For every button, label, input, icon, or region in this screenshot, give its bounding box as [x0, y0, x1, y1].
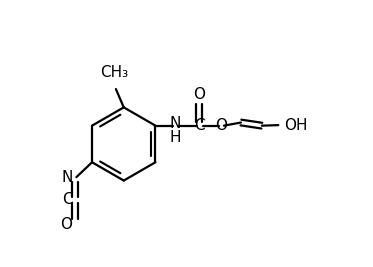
- Text: O: O: [193, 87, 205, 101]
- Text: N: N: [169, 116, 181, 131]
- Text: O: O: [215, 118, 227, 133]
- Text: CH₃: CH₃: [101, 65, 129, 80]
- Text: N: N: [61, 170, 72, 185]
- Text: OH: OH: [284, 118, 308, 133]
- Text: C: C: [62, 193, 72, 207]
- Text: H: H: [169, 130, 181, 145]
- Text: O: O: [60, 217, 72, 232]
- Text: C: C: [195, 118, 205, 133]
